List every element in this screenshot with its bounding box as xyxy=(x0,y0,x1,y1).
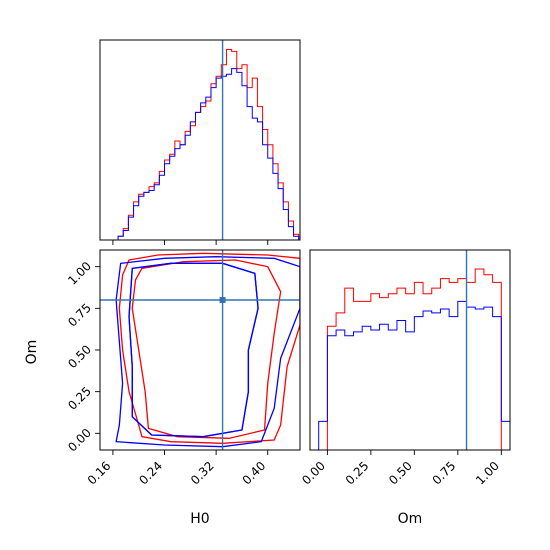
hist-H0-blue-series xyxy=(117,68,300,240)
x-axis-label-H0: H0 xyxy=(190,511,209,527)
x-axis-label-Om: Om xyxy=(398,511,423,527)
hist-H0-frame xyxy=(99,39,301,241)
hist-H0-red-series xyxy=(117,49,300,240)
contour-ytick-label: 0.50 xyxy=(65,342,94,371)
hist-H0-panel xyxy=(99,39,301,245)
contour-xtick-label: 0.24 xyxy=(136,459,165,488)
hist-Om-panel: 0.00 0.25 0.50 0.75 1.00 xyxy=(299,249,511,488)
hist-Om-xtick-label: 0.50 xyxy=(386,459,415,488)
contour-ytick-label: 0.00 xyxy=(65,426,94,455)
contour-xtick-label: 0.32 xyxy=(188,459,217,488)
contour-ytick-label: 0.75 xyxy=(65,301,94,330)
y-axis-label-Om: Om xyxy=(24,340,40,365)
contour-ytick-label: 1.00 xyxy=(65,259,94,288)
contour-blue-4 xyxy=(128,262,259,438)
hist-Om-xtick-label: 0.25 xyxy=(343,459,372,488)
truth-marker xyxy=(219,297,226,303)
hist-Om-xtick-label: 0.00 xyxy=(299,459,328,488)
hist-Om-xtick-label: 1.00 xyxy=(473,459,502,488)
contour-xtick-label: 0.40 xyxy=(240,459,269,488)
hist-Om-frame xyxy=(309,249,511,451)
contour-red-0 xyxy=(118,252,300,444)
contour-ytick-label: 0.25 xyxy=(65,384,94,413)
hist-Om-red-series xyxy=(318,268,510,450)
contour-red-1 xyxy=(131,259,282,439)
contour-blue-3 xyxy=(128,262,259,438)
hist-Om-blue-series xyxy=(318,300,510,450)
contour-xtick-label: 0.16 xyxy=(85,459,114,488)
hist-Om-xtick-label: 0.75 xyxy=(430,459,459,488)
contour-H0-Om-panel: 0.16 0.24 0.32 0.40 0.00 0.25 0.50 0.75 1.00 xyxy=(65,249,301,488)
contour-blue-2 xyxy=(115,256,300,448)
